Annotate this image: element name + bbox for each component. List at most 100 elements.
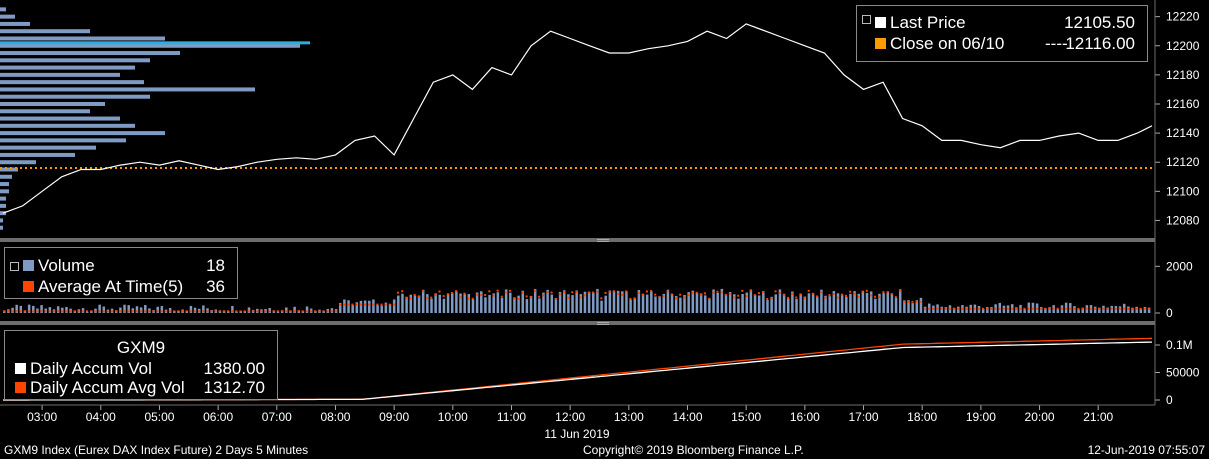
avg-at-time-dot <box>467 297 470 300</box>
volume-bar <box>380 305 383 313</box>
volume-axis: 0 2000 <box>1155 259 1193 320</box>
avg-at-time-dot <box>301 310 304 313</box>
avg-at-time-dot <box>1122 307 1125 310</box>
avg-at-time-dot <box>235 310 238 313</box>
avg-at-time-dot <box>73 310 76 313</box>
volume-bar <box>156 306 159 313</box>
avg-at-time-dot <box>733 296 736 299</box>
volume-bar <box>741 293 744 313</box>
avg-at-time-dot <box>828 294 831 297</box>
volume-bar <box>766 300 769 313</box>
avg-at-time-dot <box>222 310 225 313</box>
avg-at-time-dot <box>90 310 93 313</box>
volume-bar <box>625 291 628 313</box>
avg-at-time-dot <box>1069 307 1072 310</box>
volume-bar <box>944 307 948 313</box>
avg-at-time-dot <box>65 310 68 313</box>
volume-bar <box>397 295 400 313</box>
avg-at-time-dot <box>1010 307 1013 310</box>
volume-bar <box>782 293 786 313</box>
volume-bar <box>836 293 840 313</box>
avg-at-time-dot <box>533 290 536 293</box>
volume-bar <box>641 293 645 313</box>
avg-at-time-dot <box>981 307 984 310</box>
time-tick-label: 21:00 <box>1083 410 1113 424</box>
volume-bar <box>1023 309 1026 313</box>
volume-bar <box>757 295 761 313</box>
volume-bar <box>840 294 844 313</box>
avg-at-time-dot <box>986 307 989 310</box>
avg-at-time-dot <box>197 310 200 313</box>
volume-bar <box>513 297 516 313</box>
collapse-toggle[interactable] <box>10 262 19 271</box>
avg-at-time-dot <box>94 310 97 313</box>
avg-at-time-dot <box>691 291 694 294</box>
avg-at-time-swatch <box>23 281 34 293</box>
avg-at-time-dot <box>1135 307 1138 310</box>
volume-bar <box>475 292 479 313</box>
avg-at-time-dot <box>749 289 752 292</box>
volume-bar <box>40 305 43 313</box>
avg-at-time-dot <box>890 293 893 296</box>
avg-at-time-dot <box>525 295 528 298</box>
avg-at-time-dot <box>450 291 453 294</box>
avg-at-time-dot <box>753 294 756 297</box>
volume-bar <box>616 290 620 313</box>
legend-item-volume: Volume 18 <box>23 256 231 276</box>
collapse-toggle[interactable] <box>862 15 871 24</box>
volume-bar <box>388 304 392 313</box>
volume-bar <box>583 291 587 313</box>
volume-bar <box>421 289 425 313</box>
volume-profile-bar <box>0 152 75 157</box>
last-price-label: Last Price <box>890 13 966 32</box>
avg-at-time-dot <box>571 291 574 294</box>
avg-at-time-dot <box>455 290 458 293</box>
volume-bar <box>1027 302 1031 313</box>
volume-bar <box>592 292 595 313</box>
volume-bar <box>533 289 537 313</box>
avg-at-time-dot <box>293 310 296 313</box>
legend-item-last-price: Last Price 12105.50 <box>875 13 1141 33</box>
volume-bar <box>753 294 757 313</box>
volume-bar <box>861 290 865 313</box>
volume-bar <box>712 289 715 313</box>
volume-bar <box>459 293 462 313</box>
time-tick-label: 09:00 <box>379 410 409 424</box>
avg-at-time-dot <box>285 310 288 313</box>
volume-bar <box>504 289 508 313</box>
volume-bar <box>202 305 205 313</box>
avg-at-time-dot <box>1093 307 1096 310</box>
avg-at-time-dot <box>587 291 590 294</box>
avg-at-time-dot <box>1110 307 1113 310</box>
avg-at-time-dot <box>318 310 321 313</box>
avg-at-time-dot <box>529 296 532 299</box>
volume-profile-bar <box>0 80 144 85</box>
volume-profile-max-bar <box>0 41 310 45</box>
volume-bar <box>446 293 450 313</box>
volume-bar <box>724 294 728 313</box>
avg-at-time-dot <box>865 289 868 292</box>
volume-bar <box>102 306 106 313</box>
avg-at-time-dot <box>807 289 810 292</box>
avg-at-time-dot <box>355 303 358 306</box>
volume-bar <box>637 290 641 313</box>
avg-at-time-dot <box>1027 307 1030 310</box>
volume-bar <box>691 290 695 313</box>
last-price-swatch <box>875 17 886 29</box>
avg-at-time-dot <box>77 310 80 313</box>
volume-bar <box>708 298 711 313</box>
volume-bar <box>15 304 18 313</box>
volume-bar <box>463 294 466 313</box>
avg-at-time-dot <box>417 295 420 298</box>
volume-bar <box>695 292 699 313</box>
avg-at-time-dot <box>343 303 346 306</box>
volume-bar <box>19 305 23 313</box>
avg-at-time-dot <box>430 296 433 299</box>
volume-profile-bar <box>0 145 96 150</box>
volume-bar <box>538 298 541 313</box>
volume-bar <box>816 296 819 313</box>
volume-profile-bar <box>0 174 12 179</box>
avg-at-time-dot <box>977 307 980 310</box>
avg-at-time-dot <box>658 295 661 298</box>
volume-bar <box>567 294 570 313</box>
